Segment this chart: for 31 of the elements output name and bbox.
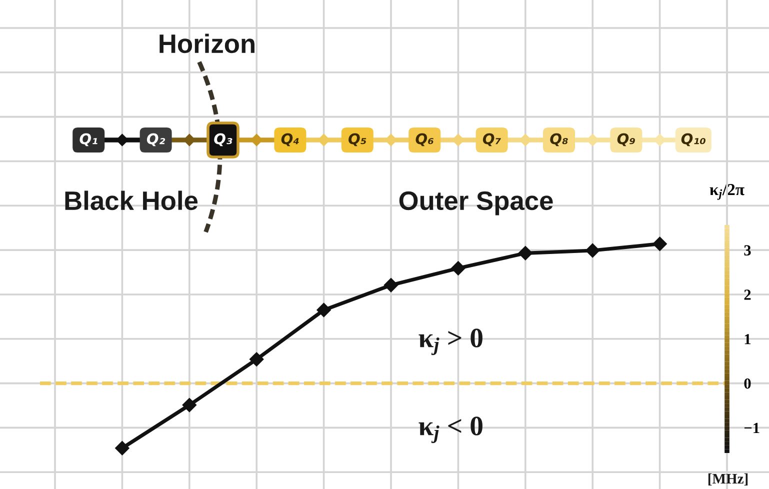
annotation: Q₁	[80, 133, 98, 146]
annotation: Horizon	[160, 34, 254, 54]
annotation: Q₆	[416, 133, 434, 146]
y-axis-title: κ$_{j}$/2π	[710, 184, 744, 200]
annotation: Q₇	[482, 133, 501, 146]
annotation: Black Hole	[65, 190, 198, 210]
annotation: [MHz]	[708, 473, 748, 486]
point	[451, 261, 466, 276]
point	[250, 352, 264, 366]
y-tick-label: −1	[744, 422, 760, 434]
y-tick-label: 3	[744, 245, 751, 256]
annotation: κ$_{j}$ < 0	[418, 416, 482, 444]
y-tick-label: 2	[744, 290, 751, 300]
point	[384, 278, 398, 292]
y-tick-label: 1	[744, 334, 751, 344]
annotation: Q₁₀	[681, 133, 706, 146]
annotation: Outer Space	[399, 191, 553, 216]
annotation: Q₃	[214, 133, 232, 146]
annotation: Q₅	[348, 133, 366, 146]
point	[115, 441, 130, 456]
point	[586, 243, 600, 258]
point	[316, 302, 331, 318]
point	[518, 246, 532, 260]
point	[182, 398, 196, 412]
point	[652, 236, 667, 251]
annotation: Q₉	[617, 133, 635, 146]
annotation: κ$_{j}$ > 0	[418, 328, 482, 356]
annotation: Q₈	[550, 133, 568, 146]
annotation: Q₄	[281, 133, 299, 146]
annotation: Q₂	[146, 133, 166, 146]
y-tick-label: 0	[744, 378, 751, 389]
